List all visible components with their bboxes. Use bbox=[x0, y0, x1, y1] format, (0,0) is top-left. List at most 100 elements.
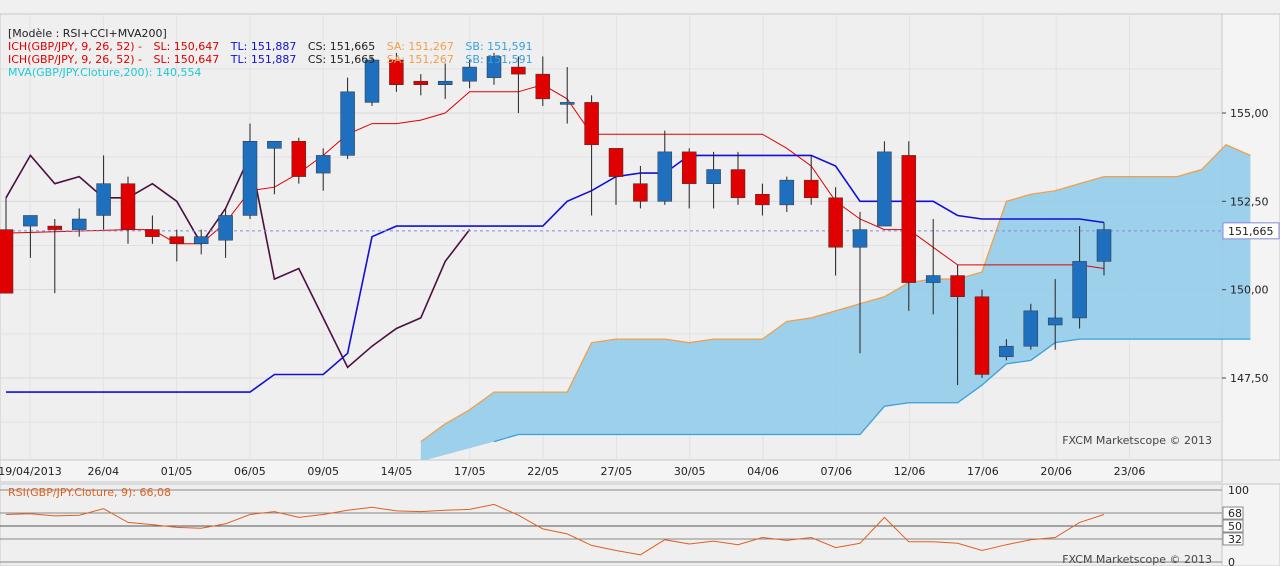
candle bbox=[437, 63, 453, 99]
date-axis-label: 22/05 bbox=[527, 465, 559, 478]
date-axis-label: 01/05 bbox=[161, 465, 193, 478]
candle-body bbox=[315, 155, 331, 174]
candle bbox=[23, 215, 38, 258]
legend-ichimoku-2-sl: SL: 150,647 bbox=[153, 53, 219, 66]
candle bbox=[999, 339, 1014, 361]
candle-body bbox=[901, 155, 917, 283]
candle bbox=[730, 151, 746, 205]
candle bbox=[193, 229, 209, 255]
current-price-label: 151,665 bbox=[1228, 225, 1274, 238]
candle bbox=[803, 155, 819, 205]
date-axis-label: 09/05 bbox=[307, 465, 339, 478]
legend-ichimoku-1-tl: TL: 151,887 bbox=[230, 40, 297, 53]
legend-ichimoku-2-cs: CS: 151,665 bbox=[308, 53, 375, 66]
rsi-axis-label: 0 bbox=[1228, 556, 1235, 566]
watermark-main: FXCM Marketscope © 2013 bbox=[1062, 434, 1212, 447]
candle-body bbox=[96, 183, 111, 216]
candle-body bbox=[584, 102, 599, 146]
candle-body bbox=[486, 56, 502, 78]
date-axis-label: 17/06 bbox=[967, 465, 999, 478]
rsi-legend: RSI(GBP/JPY.Cloture, 9): 66,08 bbox=[8, 486, 171, 499]
rsi-plot-area bbox=[0, 483, 1223, 566]
candle-body bbox=[681, 151, 697, 184]
candle bbox=[706, 151, 721, 209]
candle bbox=[169, 229, 185, 262]
candle bbox=[877, 141, 892, 227]
candle bbox=[364, 56, 380, 106]
candle bbox=[145, 215, 160, 244]
candle bbox=[828, 187, 843, 276]
candle bbox=[71, 208, 87, 237]
date-axis-label: 06/05 bbox=[234, 465, 266, 478]
candle-body bbox=[925, 275, 941, 283]
candle-body bbox=[633, 183, 648, 202]
candle-body bbox=[706, 169, 721, 184]
candle bbox=[852, 211, 868, 354]
candle-body bbox=[999, 345, 1014, 358]
price-axis-label: 150,00 bbox=[1230, 284, 1269, 297]
candle bbox=[681, 148, 697, 209]
legend-ichimoku-2-sa: SA: 151,267 bbox=[387, 53, 454, 66]
date-axis-label: 27/05 bbox=[601, 465, 633, 478]
date-axis-label: 12/06 bbox=[894, 465, 926, 478]
date-axis-label: 14/05 bbox=[381, 465, 413, 478]
candle bbox=[120, 176, 136, 244]
candle bbox=[47, 219, 63, 294]
candle bbox=[340, 77, 355, 159]
legend-ichimoku-2-prefix: ICH(GBP/JPY, 9, 26, 52) - bbox=[8, 53, 142, 66]
candle bbox=[925, 219, 941, 315]
current-price-tag bbox=[1222, 222, 1280, 240]
candle-body bbox=[877, 151, 892, 227]
candle-body bbox=[120, 183, 136, 230]
candle bbox=[462, 60, 477, 89]
candle bbox=[657, 130, 673, 205]
date-axis-panel bbox=[0, 459, 1223, 483]
candle-body bbox=[291, 141, 307, 177]
candle bbox=[486, 52, 502, 85]
candle-body bbox=[828, 197, 843, 248]
legend-ichimoku-1-sa: SA: 151,267 bbox=[387, 40, 454, 53]
date-axis-label: 07/06 bbox=[820, 465, 852, 478]
candle-body bbox=[242, 141, 258, 216]
candle bbox=[267, 141, 282, 195]
candle bbox=[584, 95, 599, 216]
candle-body bbox=[364, 59, 380, 103]
candle-body bbox=[852, 229, 868, 248]
candle-body bbox=[47, 225, 63, 230]
date-axis-label: 20/06 bbox=[1040, 465, 1072, 478]
senkou-span-a-line bbox=[420, 144, 1251, 443]
candle bbox=[779, 176, 795, 212]
legend-ichimoku-2-tl: TL: 151,887 bbox=[230, 53, 297, 66]
candle-body bbox=[950, 275, 965, 297]
candle-body bbox=[169, 236, 185, 244]
candle-body bbox=[657, 151, 673, 202]
candle-body bbox=[267, 141, 282, 149]
candle-body bbox=[218, 215, 233, 241]
legend-mva: MVA(GBP/JPY.Cloture,200): 140,554 bbox=[8, 66, 201, 79]
candle-body bbox=[559, 102, 575, 105]
rsi-axis-label: 50 bbox=[1228, 520, 1242, 533]
candle bbox=[974, 289, 990, 378]
candle-body bbox=[1023, 310, 1039, 347]
candle bbox=[1047, 279, 1063, 350]
legend-ichimoku-1: ICH(GBP/JPY, 9, 26, 52) - SL: 150,647 TL… bbox=[8, 40, 533, 53]
candle-body bbox=[23, 215, 38, 227]
candle bbox=[1096, 222, 1112, 276]
candle-body bbox=[413, 80, 429, 85]
candle-body bbox=[803, 179, 819, 199]
rsi-axis-box bbox=[1222, 532, 1244, 546]
candle-body bbox=[755, 194, 770, 206]
tenkan-sen-line bbox=[5, 84, 1105, 269]
candle bbox=[755, 183, 770, 216]
candle bbox=[413, 74, 429, 96]
rsi-axis-box bbox=[1222, 506, 1244, 520]
date-axis-label: 17/05 bbox=[454, 465, 486, 478]
candle bbox=[96, 155, 111, 230]
candle bbox=[242, 123, 258, 219]
rsi-axis-label: 68 bbox=[1228, 507, 1242, 520]
candle bbox=[608, 148, 624, 205]
candle bbox=[0, 197, 14, 294]
candle-body bbox=[730, 169, 746, 199]
